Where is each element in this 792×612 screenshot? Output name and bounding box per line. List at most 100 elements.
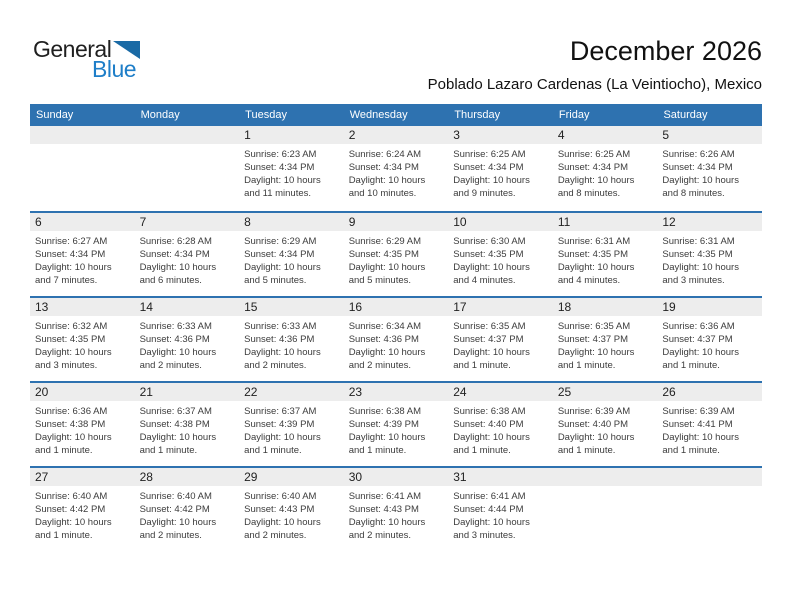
day-details: Sunrise: 6:29 AM Sunset: 4:34 PM Daylight:… [239, 231, 344, 287]
sunset-text: Sunset: 4:34 PM [557, 162, 629, 173]
sunrise-text: Sunrise: 6:31 AM [662, 236, 735, 247]
day-details: Sunrise: 6:37 AM Sunset: 4:38 PM Daylight:… [135, 401, 240, 457]
day-details [553, 486, 658, 490]
day-cell: 11 Sunrise: 6:31 AM Sunset: 4:35 PM Dayligh… [552, 213, 658, 296]
day-number: 8 [239, 213, 344, 231]
day-cell [552, 468, 658, 551]
week-row: 27 Sunrise: 6:40 AM Sunset: 4:42 PM Dayligh… [30, 466, 762, 551]
day-number: 19 [657, 298, 762, 316]
daylight-text: Daylight: 10 hours and 2 minutes. [244, 517, 321, 541]
weekday-header-cell: Sunday [36, 109, 74, 121]
day-number: 3 [448, 126, 553, 144]
daylight-text: Daylight: 10 hours and 1 minute. [557, 347, 635, 371]
day-details: Sunrise: 6:29 AM Sunset: 4:35 PM Daylight:… [344, 231, 449, 287]
day-cell [30, 126, 135, 211]
day-number: 27 [30, 468, 135, 486]
day-details: Sunrise: 6:37 AM Sunset: 4:39 PM Daylight:… [239, 401, 344, 457]
day-cell: 2 Sunrise: 6:24 AM Sunset: 4:34 PM Daylight… [343, 126, 449, 211]
day-cell: 15 Sunrise: 6:33 AM Sunset: 4:36 PM Dayligh… [239, 298, 344, 381]
daylight-text: Daylight: 10 hours and 3 minutes. [35, 347, 112, 371]
weekday-header-cell: Friday [558, 109, 590, 121]
header-titles: December 2026 Poblado Lazaro Cardenas (L… [428, 36, 762, 93]
weekday-header-cell: Wednesday [349, 109, 408, 121]
day-cell: 6 Sunrise: 6:27 AM Sunset: 4:34 PM Daylight… [30, 213, 135, 296]
day-details: Sunrise: 6:34 AM Sunset: 4:36 PM Daylight:… [344, 316, 449, 372]
day-number: 5 [657, 126, 762, 144]
day-number: 2 [343, 126, 449, 144]
day-details: Sunrise: 6:23 AM Sunset: 4:34 PM Daylight:… [239, 144, 344, 200]
daylight-text: Daylight: 10 hours and 8 minutes. [557, 175, 635, 199]
day-details: Sunrise: 6:24 AM Sunset: 4:34 PM Daylight:… [344, 144, 449, 200]
sunset-text: Sunset: 4:44 PM [453, 504, 524, 515]
week-row: 13 Sunrise: 6:32 AM Sunset: 4:35 PM Dayligh… [30, 296, 762, 381]
day-cell: 19 Sunrise: 6:36 AM Sunset: 4:37 PM Dayligh… [657, 298, 762, 381]
daylight-text: Daylight: 10 hours and 3 minutes. [453, 517, 530, 541]
day-details: Sunrise: 6:27 AM Sunset: 4:34 PM Daylight:… [30, 231, 135, 287]
day-details: Sunrise: 6:38 AM Sunset: 4:40 PM Daylight:… [448, 401, 553, 457]
day-cell: 3 Sunrise: 6:25 AM Sunset: 4:34 PM Daylight… [448, 126, 553, 211]
day-details: Sunrise: 6:30 AM Sunset: 4:35 PM Daylight:… [448, 231, 553, 287]
daylight-text: Daylight: 10 hours and 2 minutes. [348, 517, 426, 541]
sunrise-text: Sunrise: 6:33 AM [139, 321, 212, 332]
daylight-text: Daylight: 10 hours and 3 minutes. [662, 262, 739, 286]
sunset-text: Sunset: 4:38 PM [35, 419, 106, 430]
sunrise-text: Sunrise: 6:23 AM [244, 149, 317, 160]
day-number: 30 [343, 468, 449, 486]
sunrise-text: Sunrise: 6:41 AM [453, 491, 526, 502]
sunset-text: Sunset: 4:34 PM [139, 249, 210, 260]
sunset-text: Sunset: 4:39 PM [348, 419, 419, 430]
sunset-text: Sunset: 4:37 PM [557, 334, 629, 345]
day-number: 29 [239, 468, 344, 486]
day-number: 26 [657, 383, 762, 401]
daylight-text: Daylight: 10 hours and 1 minute. [244, 432, 321, 456]
day-number [134, 126, 240, 144]
sunset-text: Sunset: 4:39 PM [244, 419, 315, 430]
day-details [135, 144, 240, 148]
daylight-text: Daylight: 10 hours and 2 minutes. [139, 347, 217, 371]
day-number: 28 [134, 468, 240, 486]
page-subtitle: Poblado Lazaro Cardenas (La Veintiocho),… [427, 76, 762, 93]
day-number: 9 [343, 213, 449, 231]
logo-triangle-icon [113, 40, 141, 63]
sunrise-text: Sunrise: 6:32 AM [35, 321, 108, 332]
day-details: Sunrise: 6:40 AM Sunset: 4:43 PM Daylight:… [239, 486, 344, 542]
sunset-text: Sunset: 4:36 PM [244, 334, 315, 345]
sunrise-text: Sunrise: 6:38 AM [348, 406, 422, 417]
day-cell: 8 Sunrise: 6:29 AM Sunset: 4:34 PM Daylight… [239, 213, 344, 296]
day-number [552, 468, 658, 486]
day-cell: 1 Sunrise: 6:23 AM Sunset: 4:34 PM Daylight… [239, 126, 344, 211]
daylight-text: Daylight: 10 hours and 2 minutes. [348, 347, 426, 371]
daylight-text: Daylight: 10 hours and 9 minutes. [453, 175, 530, 199]
day-number: 18 [552, 298, 658, 316]
general-blue-logo: General Blue [33, 38, 141, 81]
day-number: 12 [657, 213, 762, 231]
day-number: 24 [448, 383, 553, 401]
day-details: Sunrise: 6:31 AM Sunset: 4:35 PM Daylight:… [553, 231, 658, 287]
day-details: Sunrise: 6:31 AM Sunset: 4:35 PM Daylight:… [657, 231, 762, 287]
daylight-text: Daylight: 10 hours and 4 minutes. [557, 262, 635, 286]
day-cell: 16 Sunrise: 6:34 AM Sunset: 4:36 PM Dayligh… [343, 298, 449, 381]
sunrise-text: Sunrise: 6:38 AM [453, 406, 526, 417]
day-cell: 20 Sunrise: 6:36 AM Sunset: 4:38 PM Dayligh… [30, 383, 135, 466]
daylight-text: Daylight: 10 hours and 7 minutes. [35, 262, 112, 286]
day-details: Sunrise: 6:38 AM Sunset: 4:39 PM Daylight:… [344, 401, 449, 457]
day-number: 25 [552, 383, 658, 401]
sunrise-text: Sunrise: 6:25 AM [453, 149, 526, 160]
day-cell [657, 468, 762, 551]
sunset-text: Sunset: 4:35 PM [348, 249, 419, 260]
day-details: Sunrise: 6:39 AM Sunset: 4:40 PM Daylight:… [553, 401, 658, 457]
weekday-header-cell: Thursday [454, 109, 501, 121]
logo-top-row: General [33, 38, 141, 63]
day-details: Sunrise: 6:25 AM Sunset: 4:34 PM Daylight:… [448, 144, 553, 200]
day-details: Sunrise: 6:36 AM Sunset: 4:38 PM Daylight:… [30, 401, 135, 457]
day-details [30, 144, 135, 148]
daylight-text: Daylight: 10 hours and 1 minute. [453, 432, 530, 456]
day-cell: 4 Sunrise: 6:25 AM Sunset: 4:34 PM Daylight… [552, 126, 658, 211]
sunset-text: Sunset: 4:42 PM [139, 504, 210, 515]
sunrise-text: Sunrise: 6:27 AM [35, 236, 108, 247]
sunrise-text: Sunrise: 6:36 AM [662, 321, 735, 332]
daylight-text: Daylight: 10 hours and 11 minutes. [244, 175, 321, 199]
sunset-text: Sunset: 4:34 PM [35, 249, 106, 260]
sunset-text: Sunset: 4:35 PM [35, 334, 106, 345]
